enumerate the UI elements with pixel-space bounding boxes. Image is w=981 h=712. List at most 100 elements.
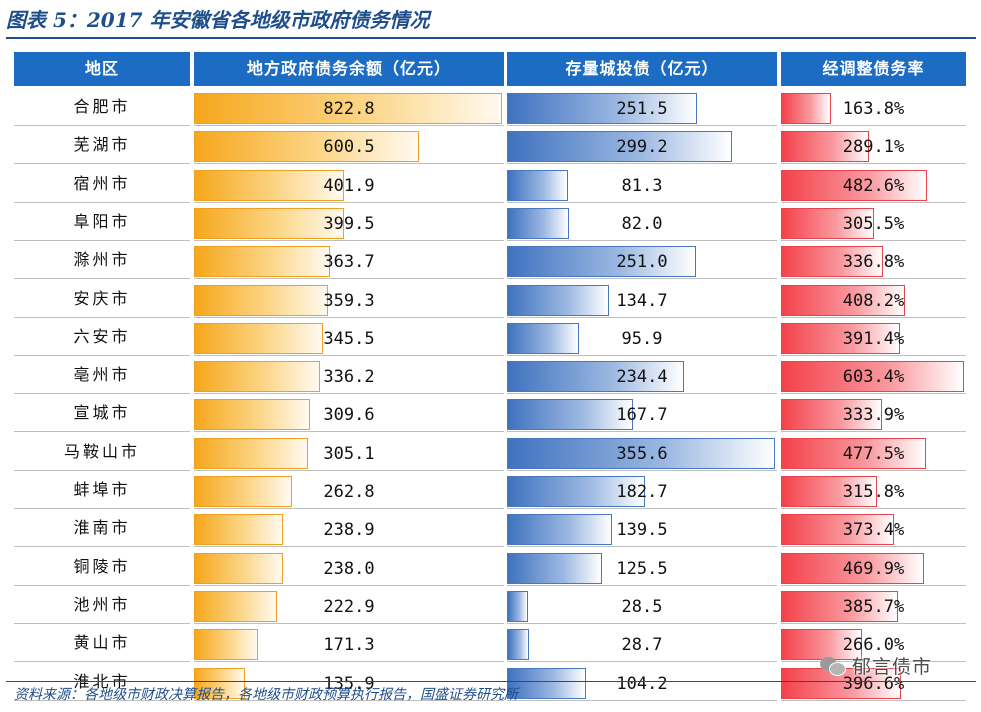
rate-value: 391.4% [842,329,905,349]
source-rule [6,681,976,682]
debt-bar [194,668,245,699]
chengtou-cell: 251.5 [507,90,777,126]
rate-value: 396.6% [842,674,905,694]
rate-bar [781,323,900,354]
rate-value: 385.7% [842,597,905,617]
source-note: 资料来源：各地级市财政决算报告，各地级市财政预算执行报告，国盛证券研究所 [14,687,518,703]
debt-bar [194,438,309,469]
rate-cell: 266.0% [781,626,966,662]
debt-bar [194,553,284,584]
region-label: 马鞍山市 [14,435,190,471]
chengtou-bar [507,591,529,622]
rate-bar [781,629,862,660]
chengtou-value: 95.9 [621,329,663,349]
debt-value: 363.7 [323,252,375,272]
chengtou-cell: 82.0 [507,205,777,241]
region-label: 铜陵市 [14,550,190,586]
debt-value: 262.8 [323,482,375,502]
rate-bar [781,399,883,430]
chengtou-value: 182.7 [616,482,668,502]
chengtou-bar [507,399,634,430]
debt-bar [194,361,320,392]
debt-cell: 600.5 [194,128,504,164]
region-label: 宿州市 [14,167,190,203]
region-label: 六安市 [14,320,190,356]
chengtou-bar [507,285,609,316]
region-label: 黄山市 [14,626,190,662]
chengtou-cell: 299.2 [507,128,777,164]
rate-bar [781,553,924,584]
chengtou-cell: 104.2 [507,665,777,701]
chengtou-value: 81.3 [621,176,663,196]
chengtou-value: 139.5 [616,520,668,540]
debt-value: 399.5 [323,214,375,234]
rate-cell: 469.9% [781,550,966,586]
chengtou-bar [507,514,613,545]
title-rule [6,37,976,39]
debt-cell: 222.9 [194,588,504,624]
rate-value: 333.9% [842,405,905,425]
chengtou-bar [507,93,697,124]
chengtou-bar [507,438,775,469]
debt-bar [194,285,329,316]
chengtou-value: 125.5 [616,559,668,579]
wechat-watermark: 郁言债市 [820,651,970,679]
debt-cell: 171.3 [194,626,504,662]
debt-cell: 309.6 [194,396,504,432]
chengtou-bar [507,246,697,277]
debt-value: 822.8 [323,99,375,119]
debt-value: 336.2 [323,367,375,387]
rate-bar [781,285,905,316]
region-label: 亳州市 [14,358,190,394]
region-label: 滁州市 [14,243,190,279]
debt-bar [194,323,324,354]
chengtou-cell: 251.0 [507,243,777,279]
chengtou-value: 28.7 [621,635,663,655]
header-local-debt: 地方政府债务余额（亿元） [194,52,504,86]
debt-cell: 345.5 [194,320,504,356]
region-label: 阜阳市 [14,205,190,241]
chengtou-cell: 234.4 [507,358,777,394]
rate-cell: 289.1% [781,128,966,164]
debt-cell: 305.1 [194,435,504,471]
debt-bar [194,629,259,660]
debt-cell: 336.2 [194,358,504,394]
debt-value: 600.5 [323,137,375,157]
rate-cell: 482.6% [781,167,966,203]
rate-value: 266.0% [842,635,905,655]
chengtou-bar [507,208,569,239]
chengtou-cell: 28.7 [507,626,777,662]
header-debt-ratio: 经调整债务率 [781,52,966,86]
debt-cell: 399.5 [194,205,504,241]
debt-cell: 401.9 [194,167,504,203]
chengtou-cell: 134.7 [507,282,777,318]
region-label: 池州市 [14,588,190,624]
rate-value: 289.1% [842,137,905,157]
debt-cell: 822.8 [194,90,504,126]
region-label: 蚌埠市 [14,473,190,509]
region-label: 合肥市 [14,90,190,126]
region-label: 芜湖市 [14,128,190,164]
rate-cell: 408.2% [781,282,966,318]
rate-cell: 163.8% [781,90,966,126]
rate-value: 315.8% [842,482,905,502]
debt-cell: 238.0 [194,550,504,586]
chengtou-bar [507,361,684,392]
chengtou-cell: 139.5 [507,511,777,547]
rate-bar [781,438,926,469]
debt-value: 238.9 [323,520,375,540]
debt-bar [194,246,331,277]
chengtou-bar [507,553,602,584]
rate-value: 603.4% [842,367,905,387]
rate-value: 477.5% [842,444,905,464]
debt-cell: 238.9 [194,511,504,547]
chengtou-value: 299.2 [616,137,668,157]
debt-bar [194,208,344,239]
rate-value: 336.8% [842,252,905,272]
rate-bar [781,131,869,162]
chengtou-value: 234.4 [616,367,668,387]
debt-value: 309.6 [323,405,375,425]
rate-value: 482.6% [842,176,905,196]
rate-cell: 603.4% [781,358,966,394]
chengtou-value: 251.0 [616,252,668,272]
